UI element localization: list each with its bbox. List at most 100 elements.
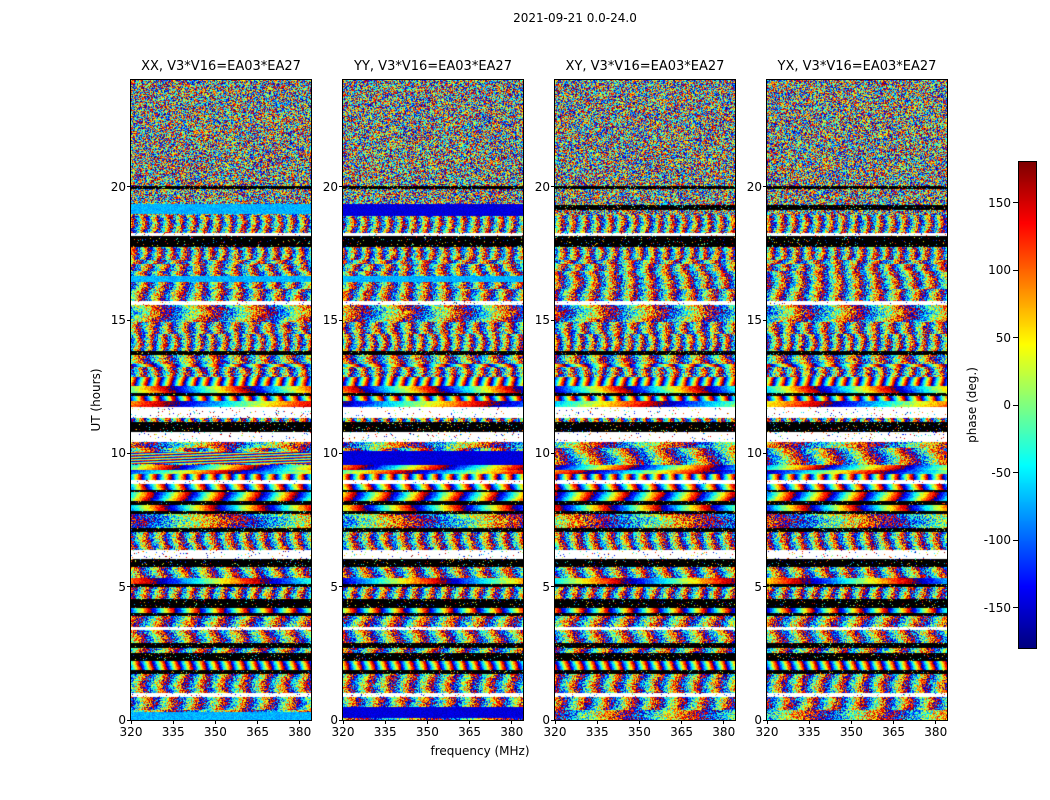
panel-title-xx: XX, V3*V16=EA03*EA27 — [141, 59, 301, 74]
y-tick-label: 10 — [322, 446, 338, 461]
colorbar-tick-label: 150 — [988, 195, 1011, 210]
colorbar-tick-mark — [1013, 269, 1019, 271]
x-tick-mark — [342, 721, 344, 724]
x-tick-label: 365 — [246, 725, 270, 739]
y-tick-label: 20 — [746, 179, 762, 194]
y-tick-mark — [127, 186, 130, 188]
y-tick-label: 10 — [746, 446, 762, 461]
x-tick-label: 365 — [458, 725, 482, 739]
x-tick-mark — [214, 721, 216, 724]
colorbar-tick-label: 100 — [988, 263, 1011, 277]
y-tick-label: 5 — [542, 579, 550, 594]
y-tick-label: 20 — [534, 179, 550, 194]
x-tick-label: 320 — [119, 725, 143, 739]
y-tick-mark — [339, 719, 342, 721]
y-tick-label: 5 — [754, 579, 762, 594]
x-tick-mark — [130, 721, 132, 724]
phase-waterfall-canvas-xy — [554, 79, 736, 721]
colorbar-tick-mark — [1013, 404, 1019, 406]
x-tick-mark — [299, 721, 301, 724]
x-tick-mark — [596, 721, 598, 724]
y-tick-mark — [127, 452, 130, 454]
colorbar-tick-label: -150 — [983, 600, 1011, 615]
x-tick-mark — [384, 721, 386, 724]
x-tick-label: 335 — [373, 725, 397, 739]
colorbar-tick-mark — [1013, 202, 1019, 203]
y-tick-label: 15 — [110, 313, 126, 327]
x-tick-label: 380 — [712, 725, 736, 739]
x-tick-label: 320 — [755, 725, 779, 739]
x-tick-label: 350 — [627, 725, 651, 739]
y-tick-mark — [763, 719, 766, 721]
x-tick-label: 350 — [415, 725, 439, 739]
heatmap-panel-xy: XY, V3*V16=EA03*EA27 — [554, 59, 736, 721]
y-tick-mark — [551, 452, 554, 454]
y-tick-label: 20 — [322, 179, 338, 194]
heatmap-panel-yx: YX, V3*V16=EA03*EA27 — [766, 59, 948, 721]
x-tick-mark — [808, 721, 810, 724]
y-tick-mark — [551, 719, 554, 721]
y-tick-mark — [763, 319, 766, 321]
y-tick-mark — [127, 319, 130, 321]
y-tick-label: 0 — [542, 713, 550, 727]
phase-waterfall-canvas-xx — [130, 79, 312, 721]
y-tick-mark — [127, 719, 130, 721]
y-axis-label: UT (hours) — [89, 368, 103, 432]
x-tick-label: 335 — [585, 725, 609, 739]
y-tick-mark — [763, 586, 766, 588]
x-tick-mark — [935, 721, 937, 724]
y-tick-label: 5 — [330, 579, 338, 594]
x-tick-mark — [681, 721, 683, 724]
x-tick-mark — [638, 721, 640, 724]
colorbar-tick-label: -100 — [983, 533, 1011, 547]
y-tick-mark — [551, 586, 554, 588]
colorbar-tick-label: -50 — [991, 465, 1011, 480]
y-tick-label: 5 — [118, 579, 126, 594]
x-tick-label: 380 — [924, 725, 948, 739]
x-tick-label: 320 — [543, 725, 567, 739]
x-tick-label: 365 — [882, 725, 906, 739]
x-tick-mark — [426, 721, 428, 724]
x-axis-label: frequency (MHz) — [430, 744, 530, 758]
x-tick-mark — [172, 721, 174, 724]
y-tick-mark — [127, 586, 130, 588]
y-tick-label: 15 — [534, 313, 550, 327]
x-tick-mark — [893, 721, 895, 724]
y-tick-mark — [339, 186, 342, 188]
y-tick-mark — [339, 586, 342, 588]
y-tick-label: 10 — [110, 446, 126, 461]
panel-title-xy: XY, V3*V16=EA03*EA27 — [565, 59, 725, 74]
x-tick-mark — [850, 721, 852, 724]
x-tick-label: 380 — [500, 725, 524, 739]
y-tick-mark — [551, 186, 554, 188]
x-tick-mark — [554, 721, 556, 724]
x-tick-label: 350 — [203, 725, 227, 739]
y-tick-mark — [339, 319, 342, 321]
y-tick-mark — [763, 452, 766, 454]
y-tick-label: 15 — [746, 313, 762, 327]
y-tick-label: 10 — [534, 446, 550, 461]
colorbar-tick-label: 0 — [1003, 398, 1011, 412]
y-tick-mark — [551, 319, 554, 321]
colorbar-tick-mark — [1013, 539, 1019, 541]
x-tick-mark — [257, 721, 259, 724]
colorbar-tick-label: 50 — [995, 330, 1011, 345]
y-tick-mark — [339, 452, 342, 454]
colorbar-tick-mark — [1013, 337, 1019, 338]
y-tick-label: 15 — [322, 313, 338, 327]
x-tick-label: 350 — [839, 725, 863, 739]
heatmap-panel-xx: XX, V3*V16=EA03*EA27 — [130, 59, 312, 721]
x-tick-mark — [511, 721, 513, 724]
panel-title-yy: YY, V3*V16=EA03*EA27 — [354, 59, 512, 74]
panel-title-yx: YX, V3*V16=EA03*EA27 — [777, 59, 937, 74]
x-tick-mark — [469, 721, 471, 724]
x-tick-label: 365 — [670, 725, 694, 739]
y-tick-label: 0 — [754, 713, 762, 727]
y-tick-label: 0 — [118, 713, 126, 727]
colorbar-label: phase (deg.) — [965, 367, 979, 443]
y-tick-label: 20 — [110, 179, 126, 194]
x-tick-mark — [723, 721, 725, 724]
heatmap-panel-yy: YY, V3*V16=EA03*EA27 — [342, 59, 524, 721]
x-tick-label: 335 — [161, 725, 185, 739]
x-tick-label: 380 — [288, 725, 312, 739]
